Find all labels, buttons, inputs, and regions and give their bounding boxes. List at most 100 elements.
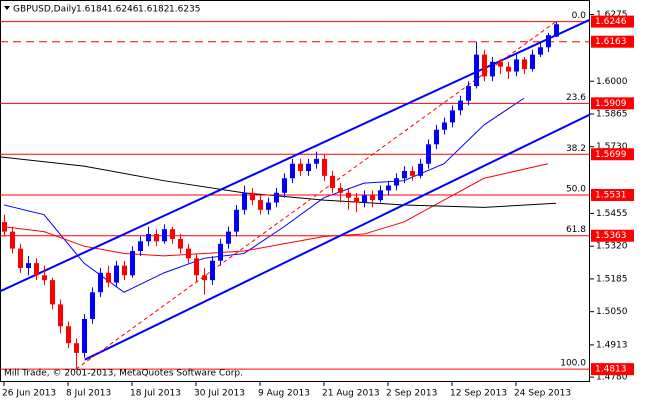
price-box bbox=[591, 148, 634, 161]
candle-body bbox=[362, 195, 367, 203]
candle-body bbox=[154, 234, 159, 242]
candle-body bbox=[546, 35, 551, 48]
candle-body bbox=[530, 54, 535, 70]
candle-body bbox=[338, 187, 343, 193]
price-box-label: 1.6163 bbox=[595, 37, 627, 47]
price-box-label: 1.5909 bbox=[595, 99, 627, 109]
candle-body bbox=[266, 202, 271, 210]
x-tick-label: 8 Jul 2013 bbox=[66, 389, 111, 399]
candle-body bbox=[42, 275, 47, 281]
y-tick-label: 1.5320 bbox=[596, 242, 628, 252]
candle-body bbox=[114, 265, 119, 283]
candle-body bbox=[274, 192, 279, 203]
candle-body bbox=[250, 192, 255, 201]
x-tick-label: 12 Sep 2013 bbox=[450, 389, 507, 399]
header-open: 1.6184 bbox=[76, 5, 108, 15]
candle-body bbox=[554, 24, 559, 37]
y-tick-label: 1.5185 bbox=[596, 274, 628, 284]
x-tick-label: 9 Aug 2013 bbox=[258, 389, 310, 399]
moving-average bbox=[3, 97, 525, 293]
price-box bbox=[591, 229, 634, 242]
price-box-label: 1.6246 bbox=[595, 17, 627, 27]
y-tick-label: 1.6275 bbox=[596, 10, 628, 20]
candle-body bbox=[290, 163, 295, 179]
price-box bbox=[591, 15, 634, 28]
candle-body bbox=[354, 197, 359, 203]
candle-body bbox=[218, 243, 223, 261]
candle-body bbox=[138, 241, 143, 252]
fib-label: 23.6 bbox=[566, 93, 586, 103]
x-tick-label: 26 Jun 2013 bbox=[2, 389, 56, 399]
price-box-label: 1.5363 bbox=[595, 231, 627, 241]
y-tick-label: 1.4780 bbox=[596, 373, 628, 383]
candle-body bbox=[178, 238, 183, 249]
candle-body bbox=[10, 231, 15, 249]
channel-line bbox=[84, 113, 590, 361]
fib-label: 0.0 bbox=[572, 11, 587, 21]
candle-body bbox=[402, 170, 407, 179]
fib-label: 61.8 bbox=[566, 225, 586, 235]
copyright: Mill Trade, © 2001-2013, MetaQuotes Soft… bbox=[4, 369, 243, 379]
candle-body bbox=[242, 192, 247, 210]
price-box-label: 1.5699 bbox=[595, 150, 627, 160]
candle-body bbox=[458, 100, 463, 111]
x-tick-label: 2 Sep 2013 bbox=[386, 389, 437, 399]
candle-body bbox=[98, 272, 103, 293]
y-tick-label: 1.5865 bbox=[596, 109, 628, 119]
y-tick-label: 1.5730 bbox=[596, 142, 628, 152]
price-box bbox=[591, 97, 634, 110]
header-close: 1.6235 bbox=[169, 5, 201, 15]
candle-body bbox=[186, 248, 191, 259]
chart-title: GBPUSD,Daily bbox=[13, 5, 77, 15]
candle-body bbox=[66, 326, 71, 344]
fib-label: 38.2 bbox=[566, 144, 586, 154]
candle-body bbox=[482, 54, 487, 77]
candle-body bbox=[322, 158, 327, 176]
candle-body bbox=[258, 200, 263, 210]
candle-body bbox=[34, 263, 39, 276]
candle-body bbox=[130, 251, 135, 276]
candle-body bbox=[26, 263, 31, 269]
candle-body bbox=[434, 129, 439, 145]
candle-body bbox=[50, 280, 55, 305]
candle-body bbox=[514, 59, 519, 72]
candle-body bbox=[442, 122, 447, 130]
candle-body bbox=[314, 158, 319, 164]
candle-body bbox=[378, 190, 383, 201]
candle-body bbox=[122, 265, 127, 276]
candle-body bbox=[306, 163, 311, 171]
price-box-label: 1.4813 bbox=[595, 365, 627, 375]
candle-body bbox=[466, 86, 471, 101]
candle-body bbox=[394, 178, 399, 186]
candle-body bbox=[506, 66, 511, 72]
candle-body bbox=[170, 229, 175, 239]
candle-body bbox=[74, 343, 79, 353]
fib-label: 100.0 bbox=[560, 359, 586, 369]
y-tick-label: 1.4913 bbox=[596, 340, 628, 350]
x-tick-label: 30 Jul 2013 bbox=[194, 389, 245, 399]
candle-body bbox=[538, 47, 543, 55]
candle-body bbox=[226, 231, 231, 244]
price-box bbox=[591, 189, 634, 202]
candle-body bbox=[474, 54, 479, 87]
candle-body bbox=[410, 170, 415, 176]
candle-body bbox=[498, 61, 503, 67]
candle-body bbox=[370, 195, 375, 201]
candle-body bbox=[386, 185, 391, 191]
header-high: 1.6246 bbox=[107, 5, 139, 15]
candle-body bbox=[426, 144, 431, 164]
candle-body bbox=[18, 248, 23, 269]
candle-body bbox=[330, 175, 335, 188]
candle-body bbox=[234, 209, 239, 232]
price-box bbox=[591, 363, 634, 376]
plot-frame bbox=[0, 0, 590, 382]
candle-body bbox=[202, 275, 207, 281]
candle-body bbox=[298, 163, 303, 171]
price-box-label: 1.5531 bbox=[595, 191, 627, 201]
candle-body bbox=[346, 192, 351, 198]
x-tick-label: 24 Sep 2013 bbox=[514, 389, 571, 399]
candle-body bbox=[282, 178, 287, 193]
candle-body bbox=[490, 61, 495, 77]
